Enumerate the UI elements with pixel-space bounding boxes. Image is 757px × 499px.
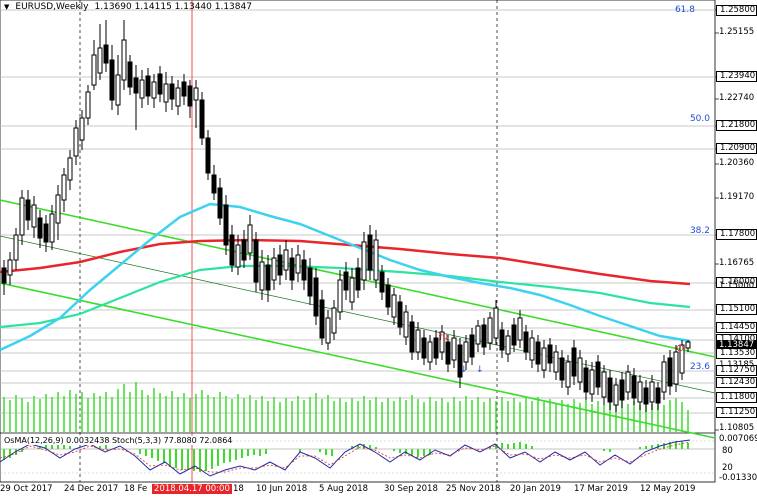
- fib-label-50-0: 50.0: [690, 114, 710, 124]
- time-axis-label: 18 Fe: [124, 484, 148, 494]
- price-scale-label: 1.15000: [719, 281, 755, 291]
- price-scale-label: 1.16765: [719, 258, 755, 268]
- ohlc-values: 1.13690 1.14115 1.13440 1.13847: [94, 2, 252, 12]
- ema-teal-line: [0, 264, 691, 329]
- channel-lower-line: [0, 282, 716, 439]
- time-axis-label: 20 Jan 2019: [510, 484, 561, 494]
- fib-label-61-8: 61.8: [675, 5, 695, 15]
- price-scale-label: 1.20900: [716, 143, 757, 154]
- price-scale-label: 1.25800: [716, 5, 757, 16]
- chart-header: ▼ EURUSD,Weekly 1.13690 1.14115 1.13440 …: [4, 2, 252, 12]
- price-scale-label: 1.20360: [719, 158, 755, 168]
- price-scale-label: 1.21800: [716, 120, 757, 131]
- price-scale-label: 1.12750: [716, 365, 757, 376]
- osc-scale-label: -0.013308: [719, 473, 757, 483]
- fib-label-38-2: 38.2: [690, 226, 710, 236]
- candlesticks: [1, 20, 691, 412]
- osc-scale-label: 20: [722, 463, 733, 473]
- time-axis-label: 10 Jun 2018: [256, 484, 308, 494]
- fib-label-23-6: 23.6: [690, 362, 710, 372]
- price-scale-label: 1.12430: [716, 377, 757, 388]
- osc-scale-label: 0.0070691: [719, 434, 757, 444]
- oscillator-header: OsMA(12,26,9) 0.0032438 Stoch(5,3,3) 77.…: [4, 436, 233, 445]
- time-axis-label: 18: [233, 484, 244, 494]
- price-scale-label: 1.19170: [719, 192, 755, 202]
- stoch-signal-line: [0, 441, 691, 473]
- svg-text:↓: ↓: [443, 333, 451, 343]
- stoch-main-line: [0, 439, 691, 477]
- price-scale-label: 1.11250: [716, 407, 757, 418]
- osma-histogram: [3, 441, 689, 472]
- price-scale-label: 1.13530: [716, 348, 757, 359]
- time-axis-label: 30 Sep 2018: [384, 484, 438, 494]
- fractal-markers: ↑ ↓ ↓ ↓: [437, 333, 684, 375]
- time-axis-label: 29 Oct 2017: [0, 484, 53, 494]
- ema-red-line: [0, 238, 691, 286]
- price-scale-label: 1.17800: [716, 229, 757, 240]
- svg-text:↑: ↑: [437, 333, 445, 343]
- price-scale-label: 1.14450: [716, 322, 757, 333]
- time-axis-label: 17 Mar 2019: [574, 484, 628, 494]
- price-scale-label: 1.25155: [719, 27, 755, 37]
- time-axis-label: 12 May 2019: [640, 484, 696, 494]
- price-scale-label: 1.23940: [716, 71, 757, 82]
- osc-scale-label: 80: [722, 446, 733, 456]
- fibonacci-labels: 61.8 50.0 38.2 23.6: [675, 5, 710, 372]
- ema-cyan-line: [0, 202, 691, 352]
- price-scale-label: 1.10805: [719, 423, 755, 433]
- osma-pane: [0, 439, 715, 477]
- symbol-timeframe: EURUSD,Weekly: [15, 2, 89, 12]
- time-axis-label: 24 Dec 2017: [64, 484, 119, 494]
- svg-text:↓: ↓: [476, 365, 484, 375]
- time-axis-label: 25 Nov 2018: [446, 484, 501, 494]
- current-price-label: 1.13847: [716, 340, 757, 351]
- crosshair-time-label: 2018.04.17 00:00: [152, 484, 232, 494]
- price-scale-label: 1.11800: [716, 392, 757, 403]
- price-scale-label: 1.22740: [719, 93, 755, 103]
- price-scale-label: 1.15100: [716, 304, 757, 315]
- collapse-arrow-icon[interactable]: ▼: [4, 3, 10, 11]
- volume-histogram: [3, 382, 689, 432]
- time-axis-label: 5 Aug 2018: [319, 484, 369, 494]
- svg-text:↓: ↓: [460, 365, 468, 375]
